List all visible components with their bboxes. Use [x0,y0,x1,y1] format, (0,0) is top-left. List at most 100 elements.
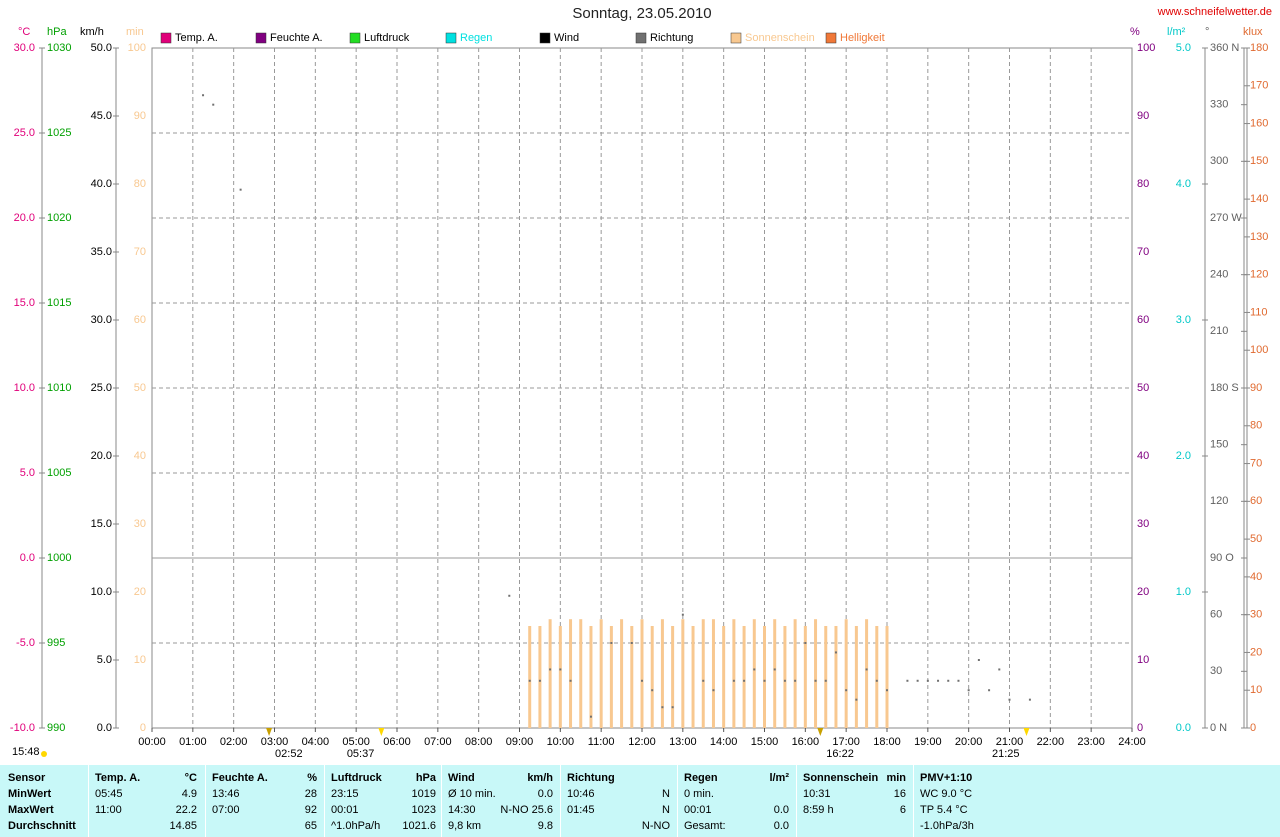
direction-dot [957,679,960,682]
direction-dot [947,679,950,682]
chart: Sonntag, 23.05.2010 www.schneifelwetter.… [10,5,1272,760]
table-cell: min [886,772,906,784]
y-tick-label: 40 [1137,450,1149,462]
table-cell: Wind [448,772,475,784]
y-tick-label: 160 [1250,117,1268,129]
table-cell: hPa [415,772,436,784]
column-separator [560,765,561,837]
y-tick-label: 1015 [47,297,71,309]
sunshine-bar [752,619,756,728]
table-cell: 14.85 [169,820,197,832]
sunshine-bar [763,626,766,728]
sunshine-bar [814,619,818,728]
y-tick-label: 35.0 [91,246,112,258]
x-tick-label: 10:00 [547,736,575,748]
y-tick-label: 0 [140,722,146,734]
table-cell: MaxWert [8,804,54,816]
x-tick-label: 08:00 [465,736,493,748]
direction-dot [641,679,643,682]
table-cell: N-NO [641,820,670,832]
direction-dot [702,679,705,682]
table-cell: -1.0hPa/3h [920,820,974,832]
direction-dot [906,679,909,682]
y-tick-label: 25.0 [14,127,35,139]
y-tick-label: 10 [134,654,146,666]
event-label: 02:52 [275,748,303,760]
table-cell: Sensor [8,772,46,784]
y-tick-label: 50 [134,382,146,394]
y-tick-label: 45.0 [91,110,112,122]
direction-dot [538,679,541,682]
direction-dot [671,706,674,709]
y-tick-label: 90 O [1210,552,1234,564]
y-tick-label: 10.0 [14,382,35,394]
y-tick-label: 20.0 [91,450,112,462]
table-cell: 0 min. [684,788,714,800]
direction-dot [977,659,980,661]
legend-swatch [635,32,647,44]
y-tick-label: 10 [1137,654,1149,666]
table-cell: % [307,772,317,784]
sunshine-bar [732,619,736,728]
sunshine-bar [640,619,644,728]
direction-dot [743,679,746,682]
sunshine-bar [722,626,726,728]
legend-label: Feuchte A. [270,32,323,44]
y-tick-label: 20 [1137,586,1149,598]
sunshine-bar [681,619,685,728]
column-separator [205,765,206,837]
sunshine-bar [599,619,603,728]
y-tick-label: 80 [134,178,146,190]
y-tick-label: 240 [1210,269,1228,281]
y-tick-label: 0.0 [1176,722,1191,734]
sunshine-bar [711,619,715,728]
direction-dot [239,188,242,191]
sunshine-bar [660,619,664,728]
y-tick-label: 5.0 [1176,42,1191,54]
legend-swatch [730,32,742,44]
direction-dot [559,668,562,671]
direction-dot [651,689,654,692]
direction-dot [865,668,868,671]
direction-dot [732,679,735,682]
y-tick-label: 0.0 [20,552,35,564]
axis-unit: hPa [47,26,67,38]
x-tick-label: 24:00 [1118,736,1146,748]
sunshine-bar [558,626,562,728]
table-cell: 05:45 [95,788,123,800]
sunshine-bar [630,626,634,728]
x-tick-label: 04:00 [302,736,330,748]
event-marker [817,728,824,736]
sunshine-bar [609,626,613,728]
x-tick-label: 13:00 [669,736,697,748]
table-cell: Regen [684,772,718,784]
table-cell: 6 [899,804,906,816]
direction-dot [1008,698,1011,701]
stats-table: Sensor MinWert MaxWert Durchschnitt Temp. A.… [0,765,1280,837]
x-tick-label: 12:00 [628,736,656,748]
table-cell: °C [184,772,197,784]
event-marker [1023,728,1030,736]
table-cell: PMV+1:10 [920,772,973,784]
y-tick-label: 30 [134,518,146,530]
table-cell: ^1.0hPa/h [331,820,381,832]
y-tick-label: 130 [1250,231,1268,243]
y-tick-label: 70 [1250,457,1262,469]
sunshine-bar [579,619,583,728]
sunshine-bar [538,626,542,728]
x-tick-label: 23:00 [1077,736,1105,748]
direction-dot [528,679,531,682]
table-cell: Ø 10 min. [448,788,496,800]
x-tick-label: 09:00 [506,736,534,748]
table-cell: WC 9.0 °C [920,788,973,800]
event-label: 21:25 [992,748,1020,760]
column-separator [913,765,914,837]
table-cell: Richtung [567,772,615,784]
table-cell: 0.0 [537,788,553,800]
column-separator [677,765,678,837]
table-cell: 07:00 [212,804,240,816]
y-tick-label: 10.0 [91,586,112,598]
table-cell: 01:45 [567,804,595,816]
